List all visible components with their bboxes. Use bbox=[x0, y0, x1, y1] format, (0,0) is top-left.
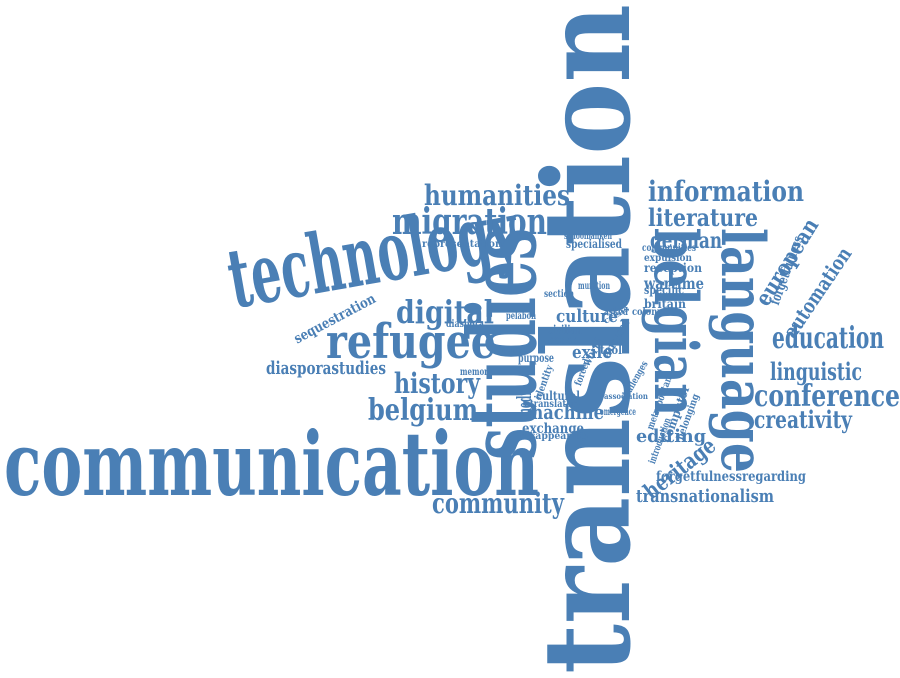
word-memory: memory bbox=[460, 367, 492, 378]
word-humanities: humanities bbox=[424, 179, 570, 212]
word-munition: munition bbox=[578, 281, 610, 292]
word-migration: migration bbox=[392, 201, 547, 243]
word-diasporastudies: diasporastudies bbox=[266, 358, 386, 379]
word-britain: britain bbox=[644, 297, 686, 311]
word-literature: literature bbox=[648, 203, 758, 232]
word-community: community bbox=[432, 487, 564, 520]
word-exile: exile bbox=[572, 342, 612, 363]
word-specific: specific bbox=[644, 283, 684, 297]
word-education: education bbox=[772, 321, 884, 356]
word-communities: communities bbox=[642, 243, 696, 254]
word-tool: tool bbox=[600, 343, 622, 357]
word-colony: colony bbox=[632, 307, 662, 318]
word-asked: asked bbox=[604, 307, 628, 318]
word-representation: representation bbox=[422, 239, 502, 250]
word-history: history bbox=[394, 367, 480, 400]
word-communication: communication bbox=[4, 412, 539, 516]
word-cultural: cultural bbox=[536, 389, 580, 403]
word-language: language bbox=[707, 228, 777, 473]
word-article: article bbox=[502, 345, 530, 355]
word-linguistic: linguistic bbox=[770, 357, 862, 386]
word-information: information bbox=[648, 175, 804, 208]
word-conference: conference bbox=[754, 379, 900, 414]
word-section: section bbox=[544, 289, 574, 300]
word-editing: editing bbox=[636, 426, 706, 447]
word-expulsion: expulsion bbox=[644, 253, 692, 264]
word-german: german bbox=[650, 228, 722, 254]
word-purpose: purpose bbox=[518, 351, 554, 365]
word-forgetfulnessregarding: forgetfulnessregarding bbox=[656, 469, 806, 485]
word-diaspora: diaspora bbox=[446, 319, 484, 330]
word-pelabon: pelabon bbox=[506, 311, 536, 322]
word-belgium: belgium bbox=[368, 393, 478, 428]
word-machine: machine bbox=[526, 400, 604, 424]
word-schoolbanken: schoolbanken bbox=[564, 231, 612, 242]
word-digital: digital bbox=[396, 293, 494, 331]
word-exchange: exchange bbox=[522, 421, 584, 437]
word-culture: culture bbox=[556, 306, 618, 327]
word-civilian: civilian bbox=[548, 323, 582, 337]
word-reception: reception bbox=[644, 261, 702, 275]
word-creativity: creativity bbox=[754, 405, 852, 434]
word-wartime: wartime bbox=[644, 274, 704, 293]
word-refugee: refugee bbox=[326, 314, 496, 370]
word-emergence: emergence bbox=[600, 407, 636, 418]
word-translator: translator bbox=[530, 399, 576, 410]
word-specialised: specialised bbox=[566, 237, 622, 251]
word-sense: sense bbox=[548, 333, 578, 347]
word-disappearing: disappearing bbox=[520, 431, 588, 442]
word-transnationalism: transnationalism bbox=[636, 486, 774, 507]
word-association: association bbox=[604, 391, 648, 401]
